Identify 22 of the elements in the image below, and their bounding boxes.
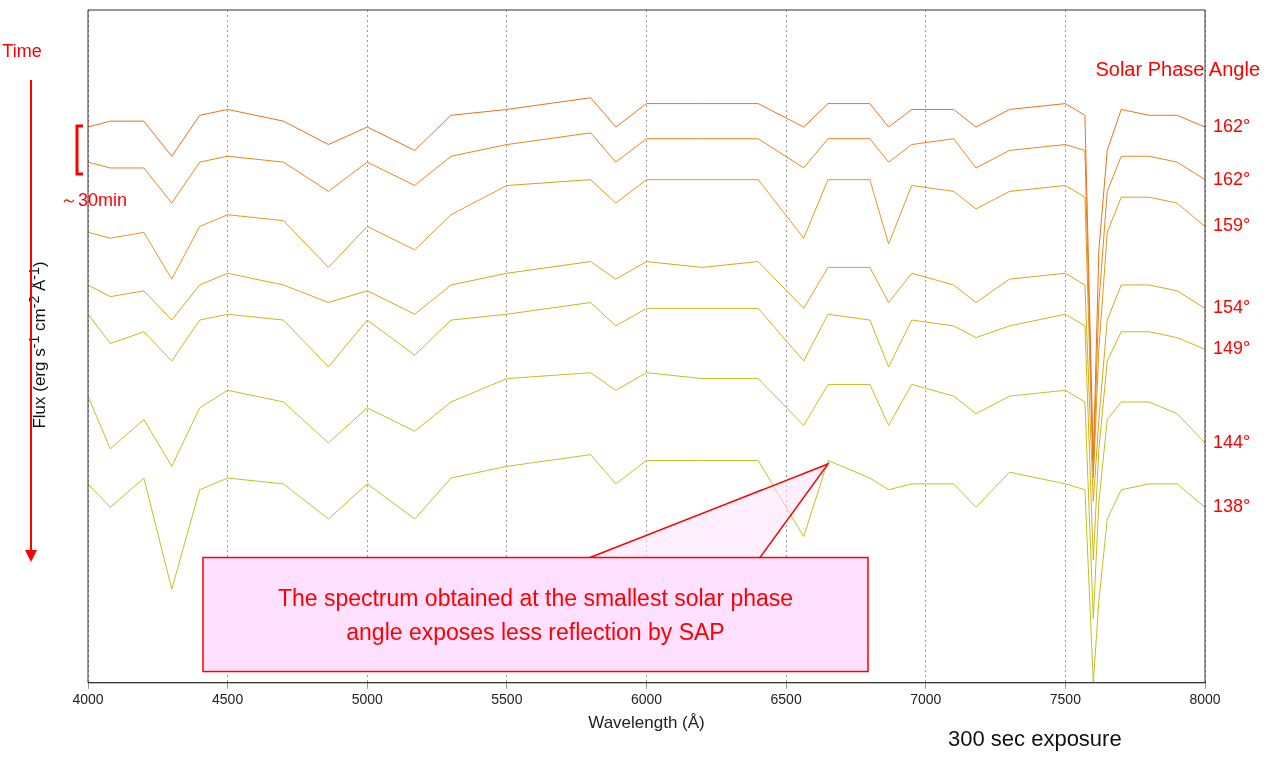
series-label: 162° [1213,115,1251,136]
x-tick-label: 4000 [72,691,104,708]
x-tick-label: 5500 [491,691,523,708]
x-tick-label: 7500 [1049,691,1082,708]
annotation: The spectrum obtained at the smallest solar phase angle exposes less reflection by SAP [276,584,795,647]
x-tick-label: 5000 [351,691,384,708]
series-label: 144° [1213,431,1251,452]
x-axis-title: Wavelength (Å) [588,713,705,733]
series-label: 162° [1213,168,1251,189]
series-label: 149° [1213,338,1251,359]
x-tick-label: 8000 [1189,691,1221,708]
annotation: ～30min [60,189,128,212]
text: Solar Phase Angle [1095,58,1260,81]
x-tick-label: 6000 [630,691,663,708]
series-label: 159° [1213,215,1251,236]
series-label: 154° [1213,297,1251,318]
x-tick-label: 4500 [212,691,244,708]
x-tick-label: 6500 [770,691,802,708]
text: Time [2,41,42,62]
series-label: 138° [1213,496,1251,517]
x-tick-label: 7000 [910,691,942,708]
text: 300 sec exposure [948,726,1122,752]
